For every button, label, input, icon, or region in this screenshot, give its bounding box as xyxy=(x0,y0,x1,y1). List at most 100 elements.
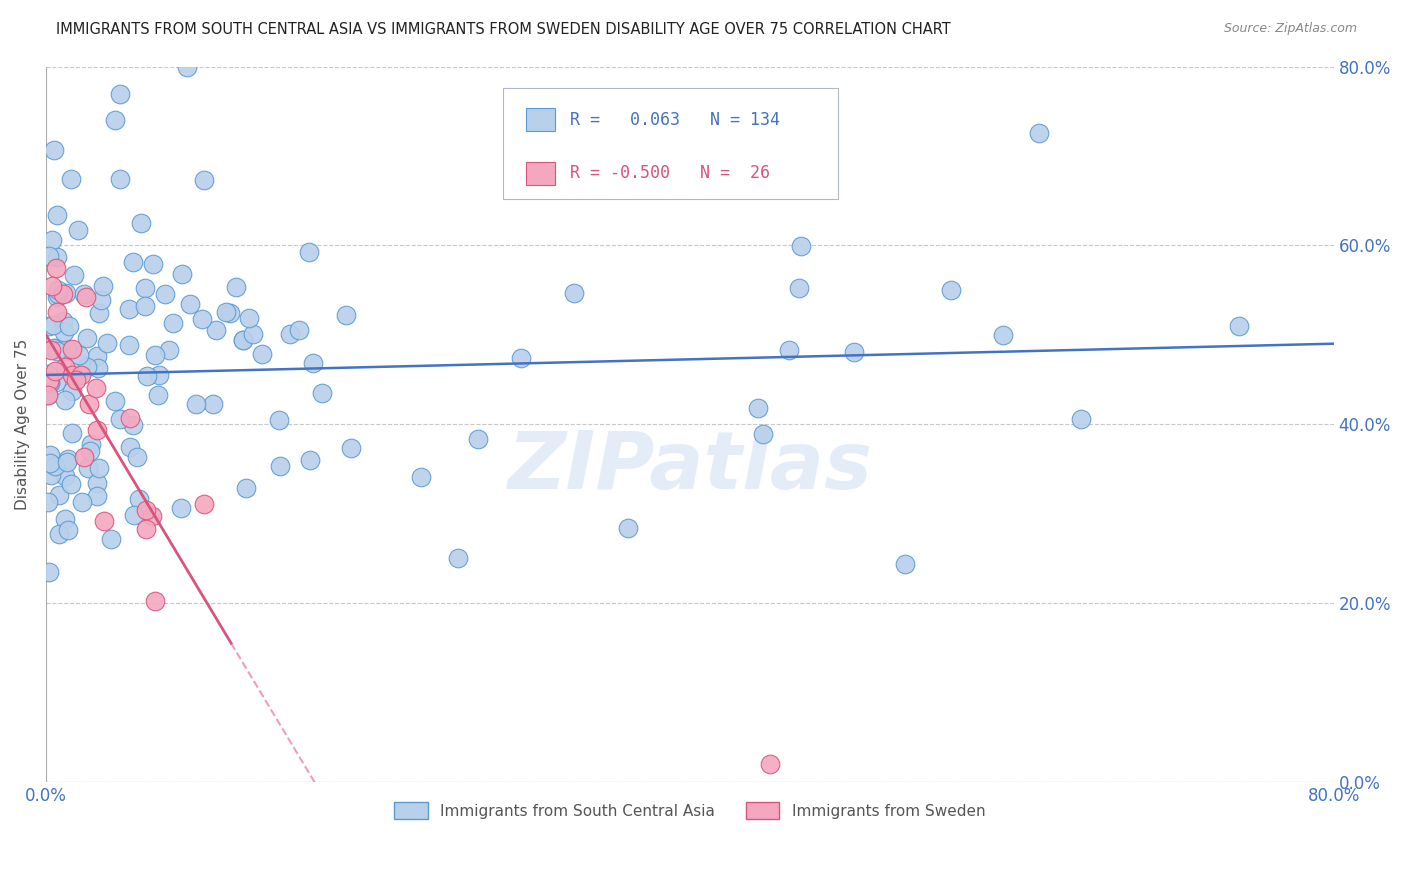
Y-axis label: Disability Age Over 75: Disability Age Over 75 xyxy=(15,338,30,509)
Point xyxy=(104,393,127,408)
Point xyxy=(91,278,114,293)
Point xyxy=(46,286,69,301)
Point xyxy=(37,367,59,381)
Point xyxy=(118,301,141,316)
Point xyxy=(65,373,87,387)
Point xyxy=(60,384,83,398)
Point xyxy=(73,286,96,301)
Point xyxy=(60,342,83,356)
Point xyxy=(58,318,80,333)
Point xyxy=(894,557,917,571)
Point xyxy=(193,497,215,511)
Point xyxy=(301,356,323,370)
Point xyxy=(238,310,260,325)
Point xyxy=(39,456,62,470)
Point xyxy=(87,360,110,375)
Point xyxy=(335,309,357,323)
Point xyxy=(53,359,76,374)
Point xyxy=(250,347,273,361)
Point xyxy=(60,425,83,440)
Point xyxy=(45,209,67,223)
Point xyxy=(778,343,800,357)
Point xyxy=(939,283,962,297)
Point xyxy=(96,336,118,351)
Point xyxy=(45,304,67,318)
Point xyxy=(48,488,70,502)
Point xyxy=(789,239,811,253)
Point xyxy=(38,376,60,390)
Point xyxy=(73,450,96,464)
Point xyxy=(55,469,77,483)
Point xyxy=(991,327,1014,342)
Point xyxy=(76,331,98,345)
Point xyxy=(90,293,112,308)
Point xyxy=(176,60,198,74)
Point xyxy=(56,451,79,466)
Point xyxy=(44,341,66,355)
Point xyxy=(87,461,110,475)
Point xyxy=(179,297,201,311)
Point xyxy=(135,369,157,384)
Text: ZIPatlas: ZIPatlas xyxy=(508,428,872,506)
Point xyxy=(86,381,108,395)
Point xyxy=(409,470,432,484)
Point xyxy=(510,351,533,365)
Point xyxy=(143,594,166,608)
Point xyxy=(52,314,75,328)
Legend: Immigrants from South Central Asia, Immigrants from Sweden: Immigrants from South Central Asia, Immi… xyxy=(388,796,991,825)
FancyBboxPatch shape xyxy=(526,161,554,185)
Point xyxy=(121,254,143,268)
Point xyxy=(77,397,100,411)
Point xyxy=(218,306,240,320)
Point xyxy=(70,495,93,509)
Point xyxy=(76,359,98,374)
Point xyxy=(37,387,59,401)
Point xyxy=(617,521,640,535)
Point xyxy=(44,364,66,378)
Text: Source: ZipAtlas.com: Source: ZipAtlas.com xyxy=(1223,22,1357,36)
Point xyxy=(42,318,65,333)
Point xyxy=(56,342,79,356)
Point xyxy=(157,343,180,358)
Point xyxy=(42,341,65,355)
Point xyxy=(41,343,63,357)
Point xyxy=(1028,126,1050,140)
Point xyxy=(340,441,363,455)
Point xyxy=(48,527,70,541)
Point xyxy=(59,477,82,491)
Point xyxy=(38,565,60,579)
Point xyxy=(48,283,70,297)
Point xyxy=(53,392,76,407)
Point xyxy=(100,532,122,546)
Point xyxy=(193,172,215,186)
Point xyxy=(128,492,150,507)
Point xyxy=(186,397,208,411)
Point xyxy=(44,143,66,157)
Point xyxy=(1070,412,1092,426)
Point xyxy=(842,345,865,359)
Point xyxy=(747,401,769,415)
Point xyxy=(232,333,254,347)
Point xyxy=(269,412,291,426)
Point xyxy=(93,514,115,528)
Point xyxy=(129,217,152,231)
Point xyxy=(39,468,62,483)
Point xyxy=(104,113,127,128)
Point xyxy=(202,397,225,411)
Point xyxy=(108,87,131,101)
Point xyxy=(86,476,108,491)
Point xyxy=(59,172,82,186)
Point xyxy=(108,172,131,186)
Point xyxy=(55,286,77,301)
Point xyxy=(41,234,63,248)
Point xyxy=(45,260,67,275)
Point xyxy=(56,523,79,537)
Point xyxy=(155,287,177,301)
Point xyxy=(86,489,108,503)
Point xyxy=(120,410,142,425)
Point xyxy=(118,337,141,351)
Point xyxy=(46,250,69,264)
Point xyxy=(148,368,170,383)
Point xyxy=(79,437,101,451)
Point xyxy=(141,257,163,271)
